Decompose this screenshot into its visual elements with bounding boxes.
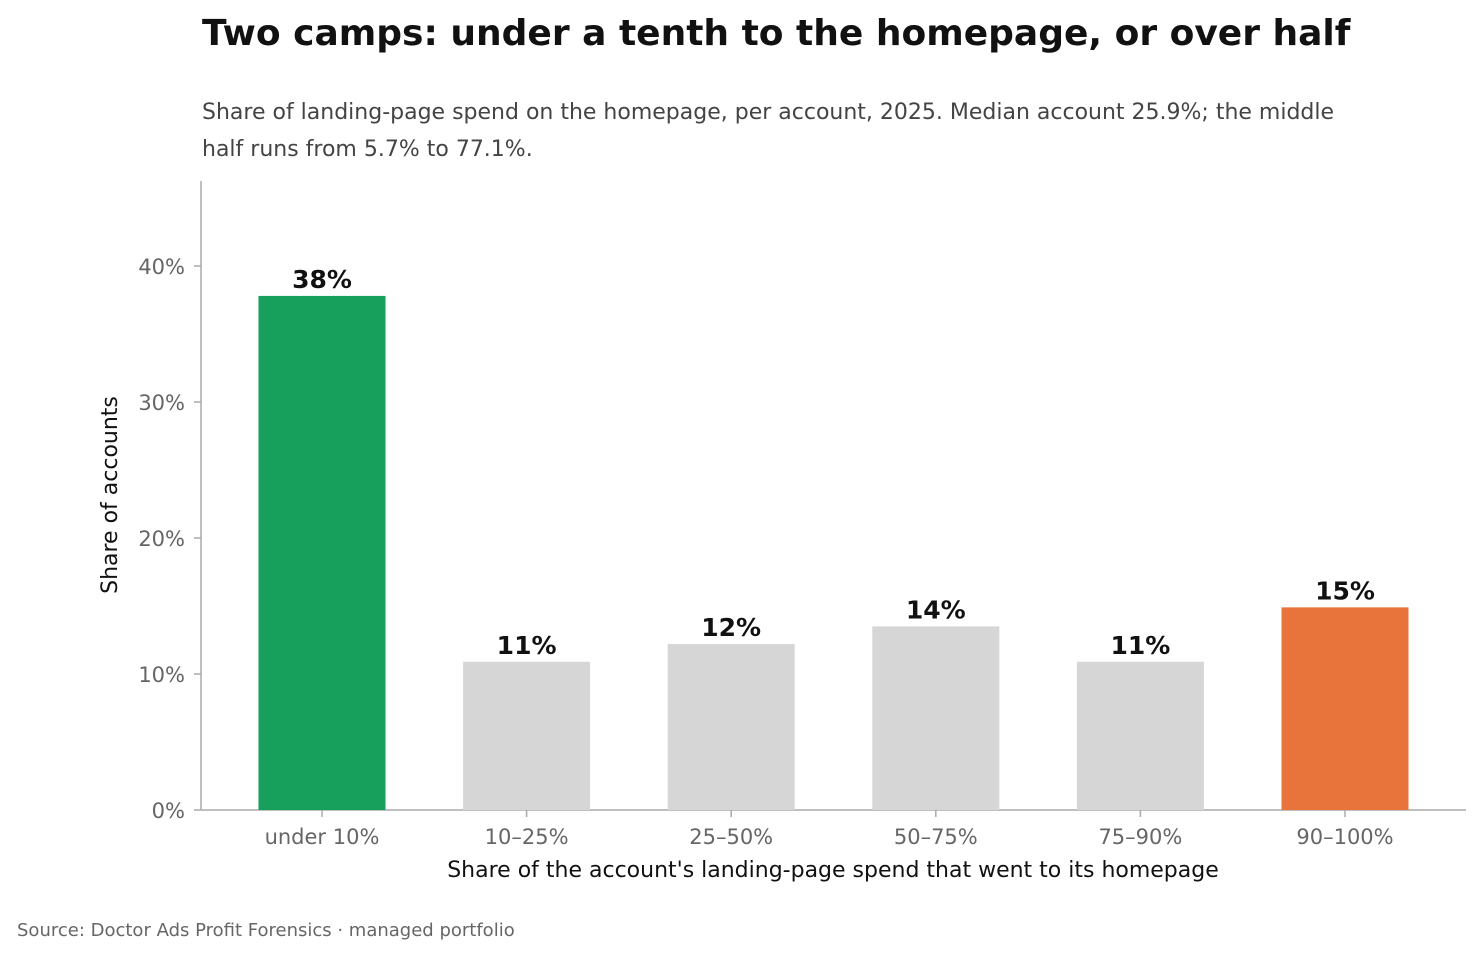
y-tick-label: 20% bbox=[138, 527, 185, 551]
y-axis-title: Share of accounts bbox=[98, 396, 123, 594]
x-tick-label: 75–90% bbox=[1098, 825, 1182, 849]
x-tick-label: 90–100% bbox=[1296, 825, 1393, 849]
chart-title: Two camps: under a tenth to the homepage… bbox=[202, 13, 1351, 54]
x-tick-label: under 10% bbox=[265, 825, 380, 849]
source-note: Source: Doctor Ads Profit Forensics · ma… bbox=[17, 920, 515, 941]
plot-area: 0% 10% 20% 30% 40% 38% under 10% 11% 10–25% 12% 25… bbox=[138, 181, 1466, 849]
y-tick-label: 30% bbox=[138, 391, 185, 415]
data-label: 15% bbox=[1315, 576, 1375, 605]
bar bbox=[1076, 661, 1204, 810]
x-axis-title: Share of the account's landing-page spen… bbox=[447, 858, 1219, 883]
x-tick-label: 25–50% bbox=[689, 825, 773, 849]
x-tick-label: 10–25% bbox=[485, 825, 569, 849]
chart-subtitle-line-2: half runs from 5.7% to 77.1%. bbox=[202, 137, 533, 162]
bar bbox=[1281, 607, 1409, 810]
y-tick-label: 0% bbox=[152, 799, 185, 823]
data-label: 11% bbox=[1110, 631, 1170, 660]
bar bbox=[667, 644, 795, 810]
bar bbox=[258, 295, 386, 810]
data-label: 14% bbox=[906, 595, 966, 624]
y-tick-label: 10% bbox=[138, 663, 185, 687]
bar bbox=[872, 626, 1000, 810]
data-label: 11% bbox=[497, 631, 557, 660]
x-tick-label: 50–75% bbox=[894, 825, 978, 849]
data-label: 12% bbox=[701, 613, 761, 642]
y-tick-label: 40% bbox=[138, 255, 185, 279]
chart-subtitle-line-1: Share of landing-page spend on the homep… bbox=[202, 100, 1334, 125]
bar bbox=[463, 661, 591, 810]
data-label: 38% bbox=[292, 265, 352, 294]
